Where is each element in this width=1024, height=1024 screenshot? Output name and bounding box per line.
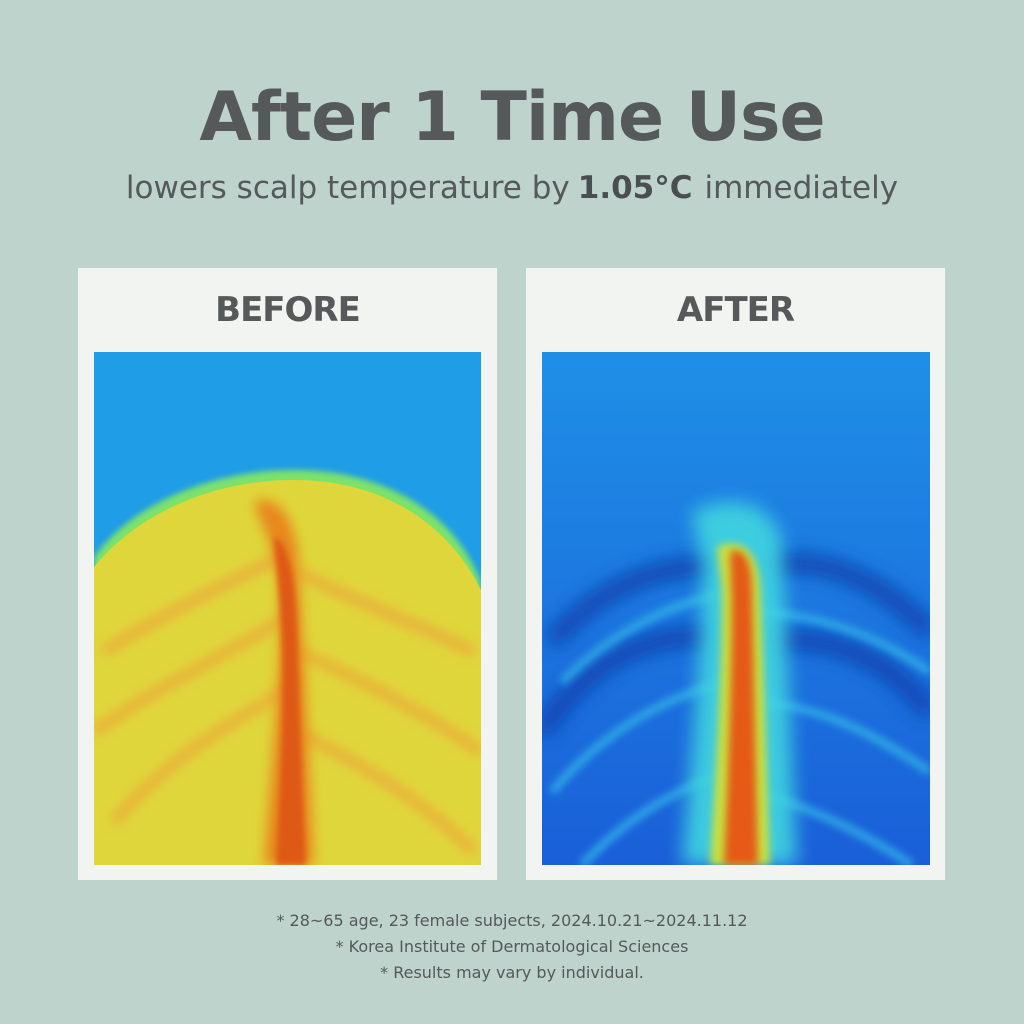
- footnotes: * 28~65 age, 23 female subjects, 2024.10…: [0, 908, 1024, 986]
- thermal-image: [542, 352, 930, 865]
- panel-label: BEFORE: [215, 290, 361, 330]
- thermal-image: [94, 352, 481, 865]
- subtitle-text: immediately: [704, 170, 899, 206]
- panel-label: AFTER: [676, 290, 795, 330]
- before-panel: BEFORE: [78, 268, 497, 880]
- footnote: * Results may vary by individual.: [380, 963, 644, 982]
- subtitle-text: lowers scalp temperature by: [125, 170, 570, 206]
- subtitle-highlight: 1.05°C: [577, 170, 693, 206]
- title: After 1 Time Use: [199, 78, 825, 157]
- subtitle: lowers scalp temperature by 1.05°C immedia…: [0, 170, 1024, 206]
- footnote: * Korea Institute of Dermatological Scie…: [335, 937, 689, 956]
- after-panel: AFTER: [526, 268, 945, 880]
- footnote: * 28~65 age, 23 female subjects, 2024.10…: [276, 911, 748, 930]
